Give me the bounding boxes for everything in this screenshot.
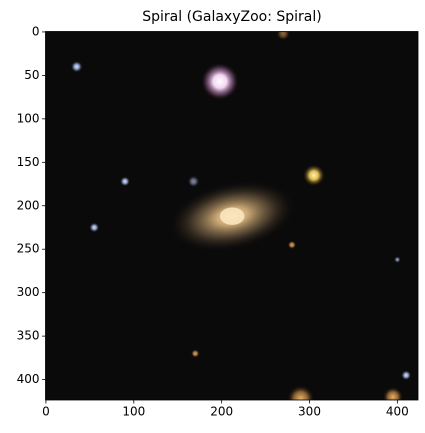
y-tick-label: 150 [17, 155, 40, 169]
x-tick-label: 0 [42, 405, 50, 419]
chart-title: Spiral (GalaxyZoo: Spiral) [142, 9, 322, 25]
y-tick-label: 200 [17, 198, 40, 212]
axes-frame [45, 31, 419, 401]
x-tick-label: 100 [122, 405, 145, 419]
image-area [45, 31, 418, 400]
x-tick-label: 400 [386, 405, 409, 419]
y-tick-label: 50 [24, 68, 39, 82]
x-tick-label: 300 [298, 405, 321, 419]
y-tick-label: 250 [17, 242, 40, 256]
y-tick-label: 100 [17, 111, 40, 125]
x-tick-label: 200 [210, 405, 233, 419]
y-tick-label: 350 [17, 329, 40, 343]
galaxy-image [45, 31, 418, 400]
y-tick-label: 400 [17, 372, 40, 386]
y-tick-label: 0 [32, 24, 40, 38]
y-tick-label: 300 [17, 285, 40, 299]
